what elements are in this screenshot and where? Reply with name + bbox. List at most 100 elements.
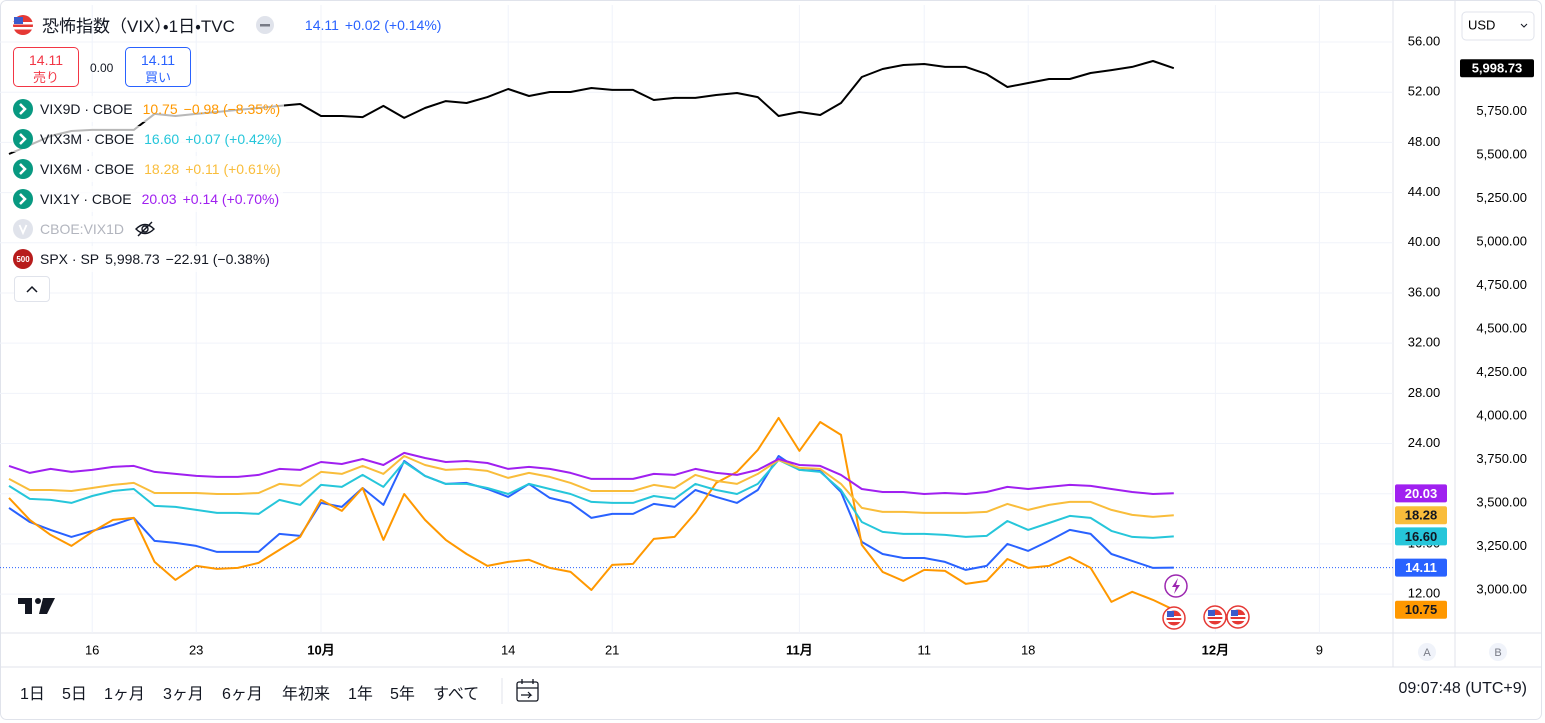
sell-label: 売り [32,70,59,85]
series-line [8,455,1174,571]
scale-button[interactable] [1418,643,1436,661]
range-button[interactable]: 1日 [20,686,45,703]
legend-row[interactable]: VIX1Y · CBOE 20.03 +0.14 (+0.70%) [12,186,284,212]
last-price: 14.11 [304,16,339,33]
y-tick-label: 36.00 [1408,284,1441,299]
x-tick-label: 9 [1316,642,1323,657]
buy-label: 買い [144,70,171,85]
clock: 09:07:48 (UTC+9) [1398,680,1527,697]
legend-row-hidden[interactable]: CBOE:VIX1D [12,216,161,242]
series-name: SPX · SP [40,251,100,267]
price-badge-label: 20.03 [1405,486,1438,501]
scale-button[interactable] [1489,643,1507,661]
range-button[interactable]: 5年 [390,686,415,703]
series-icon [13,159,33,179]
series-price: 16.60 [144,131,180,147]
range-button[interactable]: すべて [433,686,480,703]
spread: 0.00 [90,61,114,75]
range-button[interactable]: 1年 [348,686,373,703]
series-name: VIX1Y · CBOE [40,191,132,207]
symbol-title: 恐怖指数（VIX）・1日・TVC [42,17,235,36]
buy-button[interactable]: 14.11 買い [125,47,191,87]
price-badge-label: 14.11 [1405,560,1437,575]
buy-price: 14.11 [141,52,175,68]
x-tick-label: 23 [189,642,203,657]
price-badge [1395,484,1447,503]
hidden-icon[interactable] [134,219,156,239]
legend-row[interactable]: VIX9D · CBOE 10.75 −0.98 (−8.35%) [12,96,285,122]
series-icon [13,129,33,149]
tradingview-logo [18,598,55,614]
price-badge [1460,59,1534,78]
range-button[interactable]: 年初来 [282,686,331,703]
currency-select[interactable] [1461,11,1535,41]
series-line [8,451,1174,495]
sell-button[interactable]: 14.11 売り [13,47,79,87]
series-name: VIX6M · CBOE [40,161,135,177]
price-badge-label: 5,998.73 [1472,61,1523,76]
range-button[interactable]: 3ヶ月 [163,686,204,703]
x-tick-label: 11月 [786,642,813,657]
range-button[interactable]: 5日 [62,686,87,703]
x-tick-label: 12月 [1202,642,1229,657]
y2-tick-label: 3,750.00 [1476,451,1527,466]
collapse-icon[interactable] [255,15,275,35]
y2-tick-label: 5,750.00 [1476,103,1527,118]
svg-text:500: 500 [16,255,30,264]
y-tick-label: 40.00 [1408,234,1441,249]
y2-tick-label: 4,250.00 [1476,364,1527,379]
series-name: CBOE:VIX1D [40,221,125,237]
legend-row[interactable]: 500 SPX · SP 5,998.73 −22.91 (−0.38%) [12,246,274,272]
currency-label: USD [1468,17,1495,32]
series-line [8,459,1174,539]
series-price: 5,998.73 [105,251,160,267]
y2-tick-label: 3,250.00 [1476,538,1527,553]
price-badge [1395,600,1447,619]
symbol-header: 恐怖指数（VIX）・1日・TVC 14.11 +0.02 (+0.14%) [12,12,441,37]
scale-button-label: B [1494,647,1501,659]
series-change: +0.14 (+0.70%) [182,191,280,207]
price-badge-label: 10.75 [1405,602,1438,617]
price-badge-label: 16.60 [1405,529,1438,544]
series-price: 20.03 [141,191,177,207]
series-icon: 500 [13,249,33,269]
grid [0,5,1393,633]
y-tick-label: 56.00 [1408,33,1441,48]
series-icon [13,99,33,119]
price-badge [1395,527,1447,546]
y-tick-label: 24.00 [1408,435,1441,450]
dropdown-arrow [1520,23,1528,28]
plot [0,60,1393,611]
y-tick-label: 28.00 [1408,385,1441,400]
series-line [8,416,1175,611]
range-button[interactable]: 1ヶ月 [104,686,145,703]
y2-tick-label: 4,000.00 [1476,407,1527,422]
x-tick-label: 21 [605,642,619,657]
sell-price: 14.11 [29,52,63,68]
series-change: +0.11 (+0.61%) [185,161,281,177]
series-line [8,455,1174,518]
y-tick-label: 12.00 [1408,586,1441,601]
y2-tick-label: 4,750.00 [1476,277,1527,292]
series-price: 18.28 [144,161,180,177]
price-badge [1395,506,1447,525]
range-button[interactable]: 6ヶ月 [222,686,263,703]
chevron-up [26,285,38,293]
legend-row[interactable]: VIX6M · CBOE 18.28 +0.11 (+0.61%) [12,156,285,182]
price-badge [1395,558,1447,577]
flag-icon [13,14,33,35]
series-name: VIX9D · CBOE [40,101,133,117]
y2-tick-label: 4,500.00 [1476,320,1527,335]
y2-tick-label: 5,000.00 [1476,233,1527,248]
x-tick-label: 11 [917,642,931,657]
series-change: −0.98 (−8.35%) [183,101,281,117]
y-tick-label: 52.00 [1408,84,1441,99]
x-tick-label: 10月 [307,642,334,657]
scale-button-label: A [1423,647,1431,659]
legend-row[interactable]: VIX3M · CBOE 16.60 +0.07 (+0.42%) [12,126,286,152]
date-range-button[interactable] [516,679,539,702]
legend-collapse[interactable] [14,276,50,302]
